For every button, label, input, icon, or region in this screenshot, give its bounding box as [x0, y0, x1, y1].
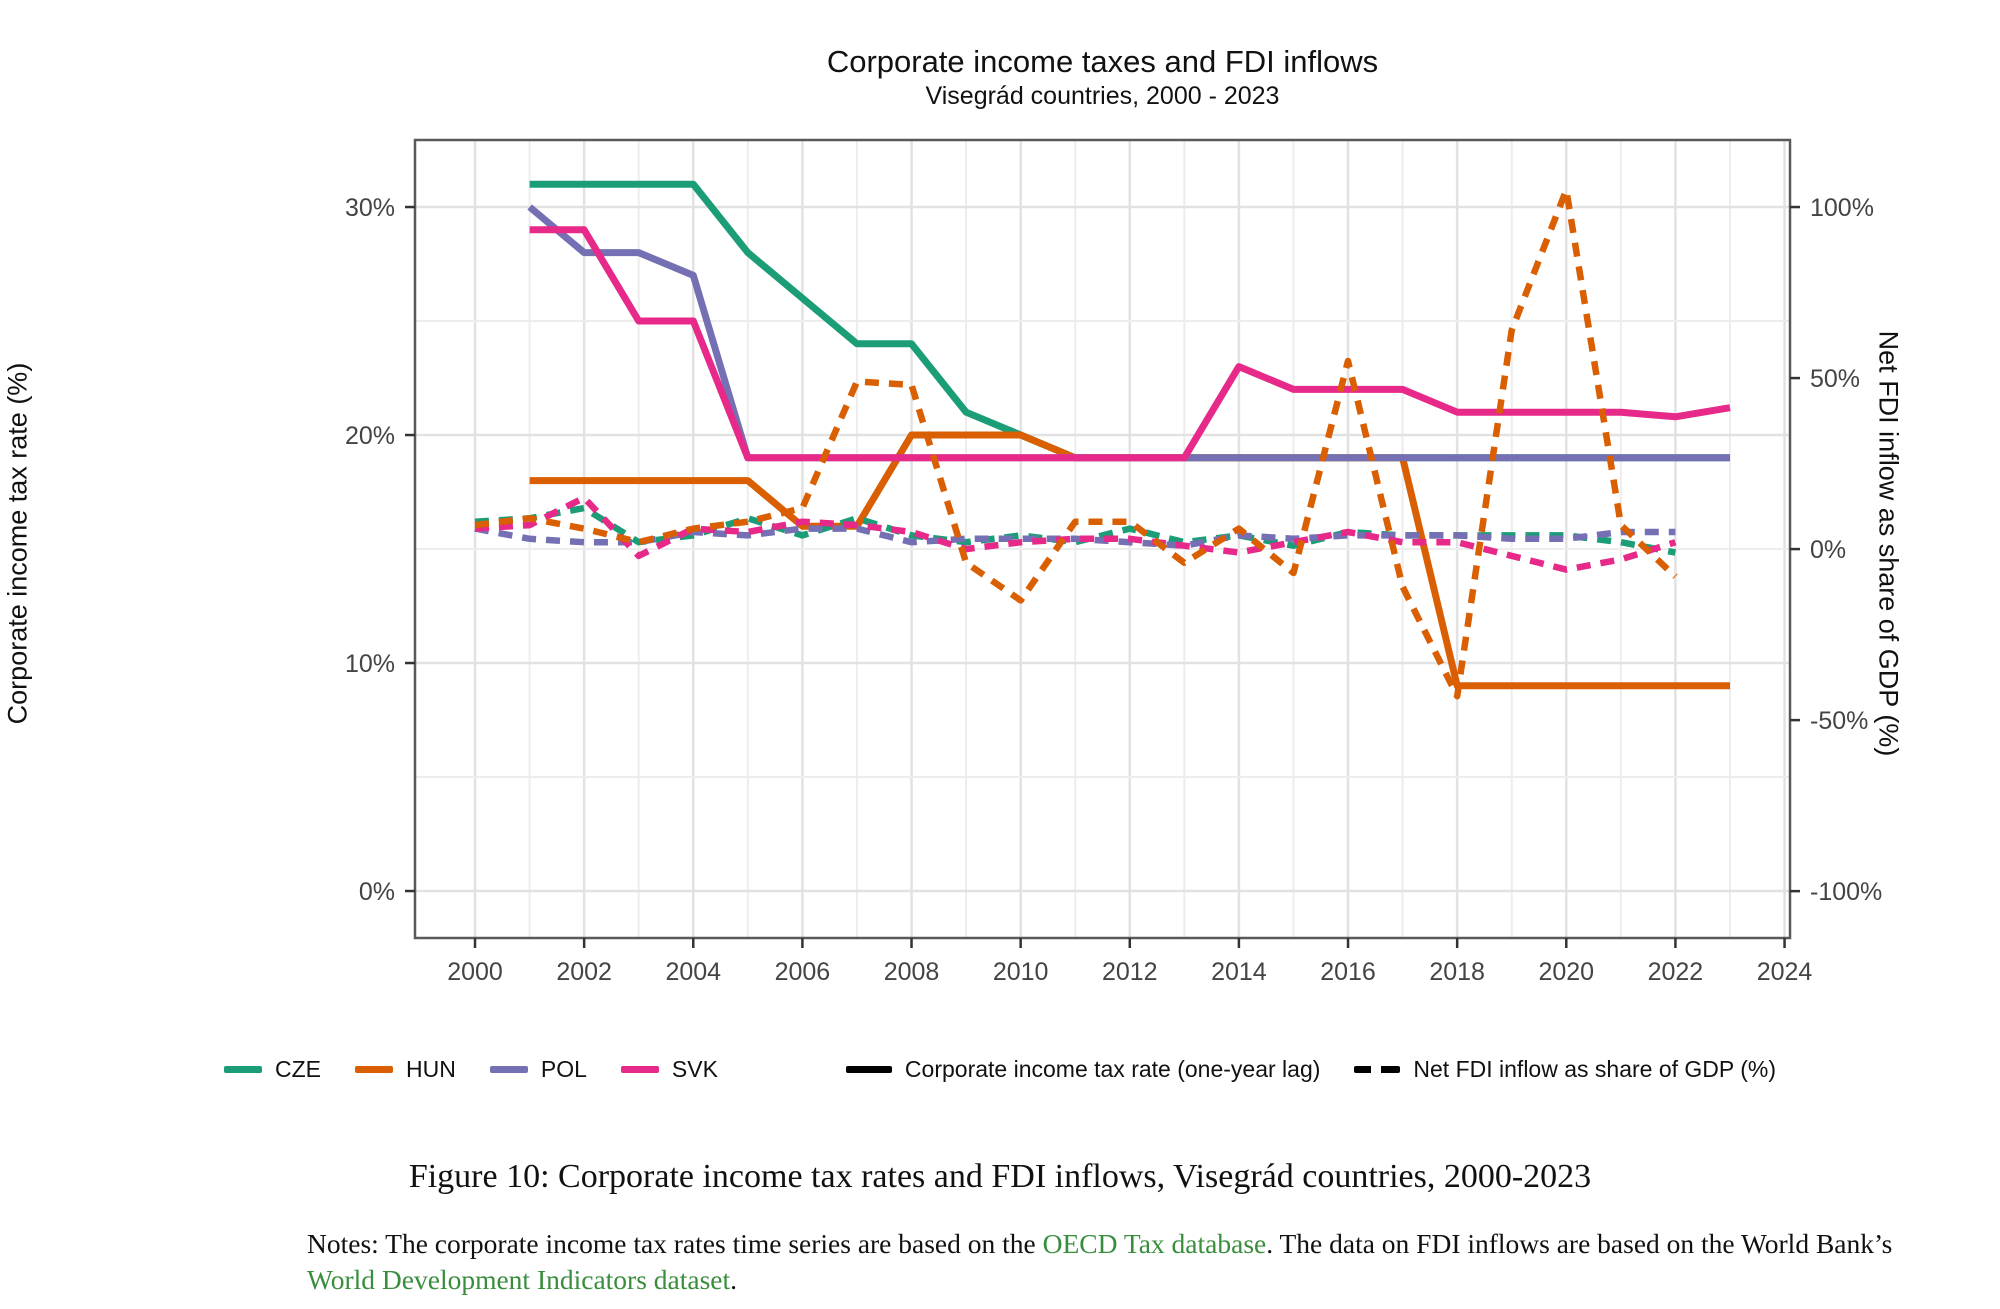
legend-item-style-dashed: Net FDI inflow as share of GDP (%)	[1354, 1056, 1776, 1083]
x-tick-label: 2014	[1211, 958, 1267, 986]
x-tick-label: 2024	[1757, 958, 1813, 986]
y-right-tick-label: 100%	[1810, 194, 1874, 222]
y-right-tick-label: -50%	[1810, 707, 1868, 735]
legend-item-cze: CZE	[224, 1056, 321, 1083]
x-tick-label: 2004	[665, 958, 721, 986]
legend-item-style-solid: Corporate income tax rate (one-year lag)	[845, 1056, 1321, 1083]
legend-label-cze: CZE	[275, 1056, 322, 1082]
x-tick-label: 2022	[1648, 958, 1704, 986]
legend-swatch-svk	[620, 1066, 659, 1073]
x-tick-label: 2010	[993, 958, 1049, 986]
x-tick-label: 2016	[1320, 958, 1376, 986]
notes-text-2: . The data on FDI inflows are based on t…	[1266, 1228, 1893, 1259]
notes-text-4: .	[730, 1264, 738, 1295]
x-tick-label: 2008	[884, 958, 940, 986]
y-left-tick-label: 0%	[359, 878, 395, 906]
legend-label-style-dashed: Net FDI inflow as share of GDP (%)	[1413, 1056, 1776, 1082]
x-tick-label: 2012	[1102, 958, 1158, 986]
series-line-hun-fdi	[474, 186, 1678, 700]
y-right-tick-label: -100%	[1810, 878, 1882, 906]
legend-label-hun: HUN	[406, 1056, 456, 1082]
x-tick-label: 2020	[1538, 958, 1594, 986]
series-line-svk-tax	[529, 226, 1731, 462]
legend-swatch-hun	[355, 1066, 394, 1073]
y-right-tick-label: 50%	[1810, 365, 1860, 393]
x-tick-label: 2002	[556, 958, 612, 986]
x-tick-label: 2006	[775, 958, 831, 986]
chart-title: Corporate income taxes and FDI inflows	[826, 44, 1379, 79]
notes-link-3[interactable]: World Development Indicators dataset	[307, 1264, 731, 1295]
legend-item-svk: SVK	[620, 1056, 718, 1083]
notes-link-1[interactable]: OECD Tax database	[1042, 1228, 1267, 1259]
y-left-tick-label: 30%	[345, 194, 395, 222]
figure-notes: Notes: The corporate income tax rates ti…	[307, 1226, 1932, 1298]
y-right-tick-label: 0%	[1810, 536, 1846, 564]
legend-label-style-solid: Corporate income tax rate (one-year lag)	[904, 1056, 1321, 1082]
figure-caption: Figure 10: Corporate income tax rates an…	[408, 1158, 1592, 1195]
legend-swatch-pol	[489, 1066, 528, 1073]
legend-label-pol: POL	[540, 1056, 587, 1082]
legend-swatch-dashed-line	[1354, 1066, 1401, 1073]
legend-item-hun: HUN	[355, 1056, 456, 1083]
legend-label-svk: SVK	[671, 1056, 718, 1082]
x-tick-label: 2000	[447, 958, 503, 986]
y-left-tick-label: 10%	[345, 650, 395, 678]
legend-item-pol: POL	[489, 1056, 587, 1083]
plot-border	[413, 138, 1792, 940]
chart-subtitle: Visegrád countries, 2000 - 2023	[925, 82, 1280, 110]
y-left-tick-label: 20%	[345, 422, 395, 450]
legend-swatch-solid-line	[845, 1066, 892, 1073]
chart-legend: CZE HUN POL SVK Corporate income tax rate (o…	[0, 1056, 2000, 1083]
x-tick-label: 2018	[1429, 958, 1485, 986]
notes-text-0: Notes: The corporate income tax rates ti…	[307, 1228, 1043, 1259]
legend-swatch-cze	[224, 1066, 263, 1073]
